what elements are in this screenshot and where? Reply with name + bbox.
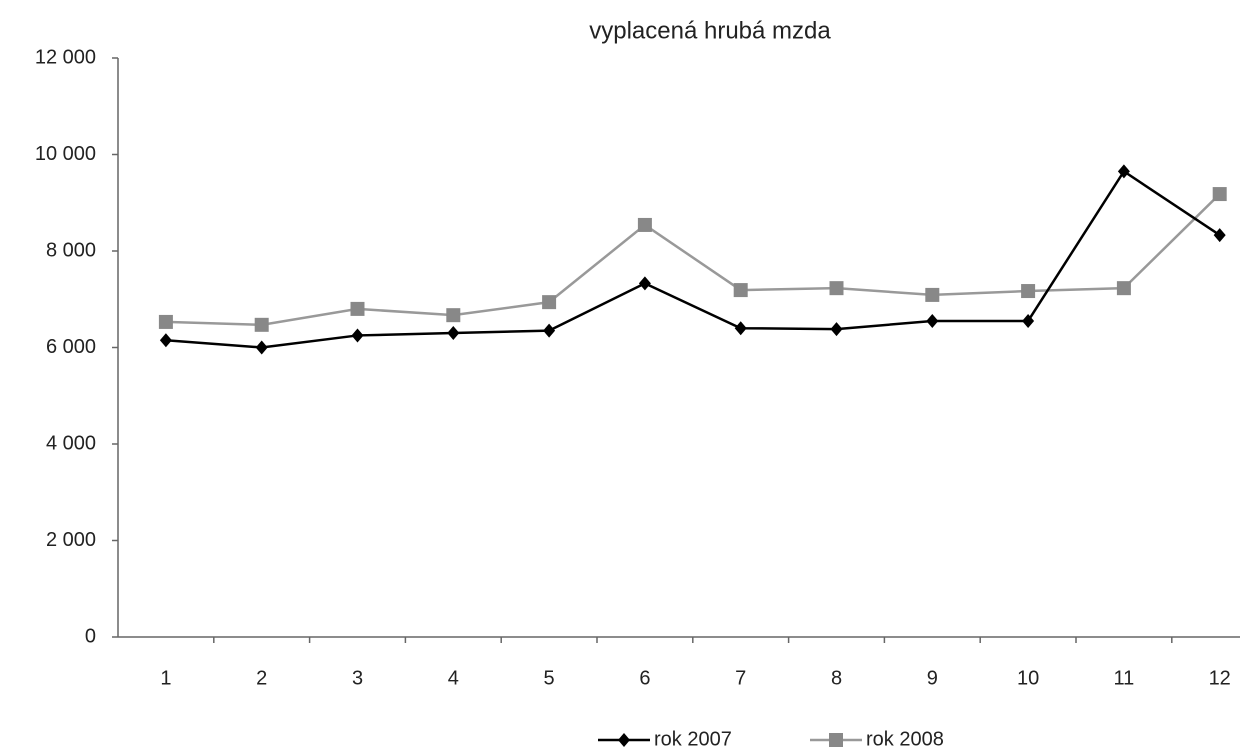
x-tick-label: 11: [1114, 667, 1135, 689]
legend-marker: [829, 733, 843, 747]
data-point: [1213, 228, 1226, 243]
y-tick-label: 2 000: [46, 529, 96, 551]
y-tick-label: 6 000: [46, 336, 96, 358]
data-point: [638, 276, 651, 291]
x-tick-label: 8: [831, 667, 842, 689]
x-tick-label: 3: [352, 667, 363, 689]
chart-title: vyplacená hrubá mzda: [589, 17, 831, 44]
series-line: [165, 169, 1221, 349]
data-point: [350, 301, 365, 316]
data-point: [829, 281, 844, 296]
data-point: [254, 317, 269, 332]
data-point: [159, 333, 172, 348]
legend-label: rok 2008: [866, 728, 944, 750]
data-point: [1212, 187, 1227, 202]
x-tick-label: 10: [1017, 667, 1039, 689]
data-point: [447, 326, 460, 341]
data-point: [926, 313, 939, 328]
series-line: [165, 193, 1221, 327]
legend-label: rok 2007: [654, 728, 732, 750]
data-point: [734, 321, 747, 336]
data-point: [830, 322, 843, 337]
data-point: [1116, 281, 1131, 296]
y-tick-label: 4 000: [46, 432, 96, 454]
y-tick-label: 0: [85, 625, 96, 647]
x-tick-label: 5: [544, 667, 555, 689]
x-tick-label: 1: [160, 667, 171, 689]
data-point: [733, 283, 748, 298]
data-point: [1022, 313, 1035, 328]
y-tick-label: 10 000: [35, 143, 96, 165]
data-point: [255, 340, 268, 355]
y-tick-label: 8 000: [46, 239, 96, 261]
data-point: [925, 287, 940, 302]
y-tick-label: 12 000: [35, 46, 96, 68]
x-tick-label: 12: [1209, 667, 1231, 689]
data-point: [543, 323, 556, 338]
x-tick-label: 2: [256, 667, 267, 689]
data-point: [1021, 284, 1036, 299]
data-point: [542, 295, 557, 310]
data-point: [1117, 164, 1130, 179]
data-point: [446, 308, 461, 323]
x-tick-label: 6: [639, 667, 650, 689]
data-point: [158, 314, 173, 329]
data-point: [351, 328, 364, 343]
x-tick-label: 7: [735, 667, 746, 689]
x-tick-label: 9: [927, 667, 938, 689]
legend-marker: [618, 733, 630, 747]
x-tick-label: 4: [448, 667, 459, 689]
data-point: [637, 217, 652, 232]
